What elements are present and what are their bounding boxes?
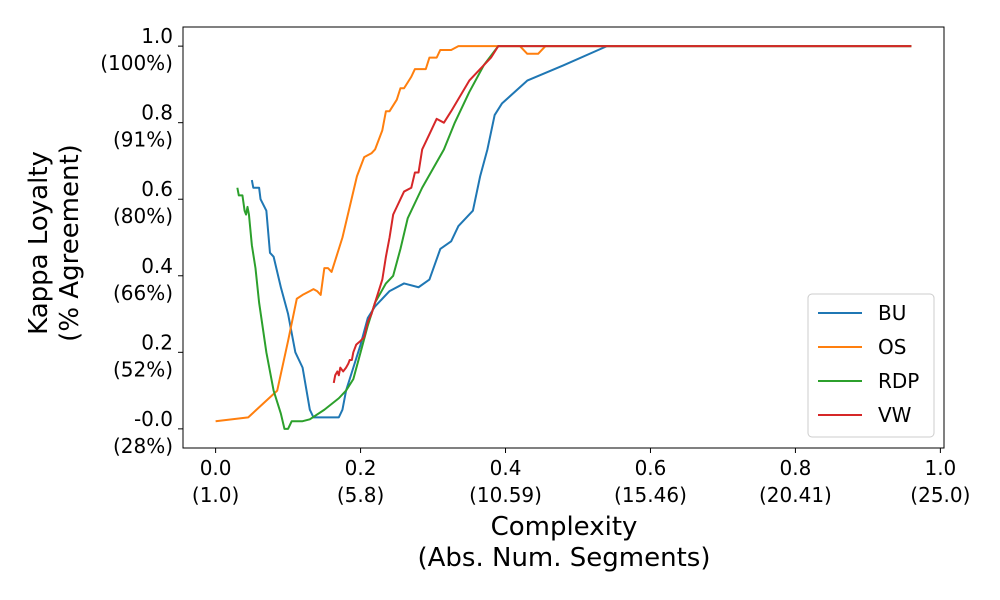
y-tick-sublabel: (66%) <box>113 281 173 305</box>
y-axis-label-line2: (% Agreement) <box>55 144 85 342</box>
x-tick-sublabel: (15.46) <box>614 483 687 507</box>
y-tick-label: -0.0 <box>134 407 173 431</box>
series-line-rdp <box>236 45 912 430</box>
y-tick-sublabel: (52%) <box>113 357 173 381</box>
y-axis: -0.0 (28%) 0.2 (52%) 0.4 (66%) 0.6 (80%) 0.8 (91%… <box>100 24 183 458</box>
y-tick-sublabel: (91%) <box>113 128 173 152</box>
y-axis-label: Kappa Loyalty (% Agreement) <box>24 144 85 342</box>
legend-label-vw: VW <box>878 403 912 427</box>
y-tick-label: 0.4 <box>141 254 173 278</box>
series-line-os <box>215 45 912 423</box>
series-line-vw <box>332 45 912 384</box>
y-tick-sublabel: (80%) <box>113 204 173 228</box>
y-tick-label: 0.6 <box>141 177 173 201</box>
x-axis: 0.0 (1.0) 0.2 (5.8) 0.4 (10.59) 0.6 (15.46) 0.8 (… <box>192 448 970 507</box>
legend-box <box>807 293 935 438</box>
x-tick-label: 0.2 <box>345 456 377 480</box>
y-tick-label: 0.2 <box>141 330 173 354</box>
y-tick-sublabel: (100%) <box>100 51 173 75</box>
x-tick-sublabel: (5.8) <box>337 483 384 507</box>
x-tick-sublabel: (20.41) <box>759 483 832 507</box>
y-tick-sublabel: (28%) <box>113 434 173 458</box>
x-tick-label: 0.4 <box>490 456 522 480</box>
x-axis-label-line2: (Abs. Num. Segments) <box>418 543 711 573</box>
x-tick-sublabel: (10.59) <box>469 483 542 507</box>
y-axis-label-line1: Kappa Loyalty <box>24 151 54 335</box>
y-tick-label: 0.8 <box>141 101 173 125</box>
y-tick-label: 1.0 <box>141 24 173 48</box>
x-tick-label: 0.0 <box>200 456 232 480</box>
series-line-bu <box>250 45 912 419</box>
x-tick-sublabel: (25.0) <box>910 483 970 507</box>
x-tick-label: 0.8 <box>780 456 812 480</box>
legend-label-os: OS <box>878 335 906 359</box>
legend: BU OS RDP VW <box>807 293 935 438</box>
legend-label-bu: BU <box>878 301 906 325</box>
x-axis-label-line1: Complexity <box>491 512 638 542</box>
plot-frame <box>182 26 945 449</box>
x-tick-sublabel: (1.0) <box>192 483 239 507</box>
legend-label-rdp: RDP <box>878 369 919 393</box>
series-lines <box>215 45 912 430</box>
x-tick-label: 0.6 <box>635 456 667 480</box>
x-tick-label: 1.0 <box>924 456 956 480</box>
